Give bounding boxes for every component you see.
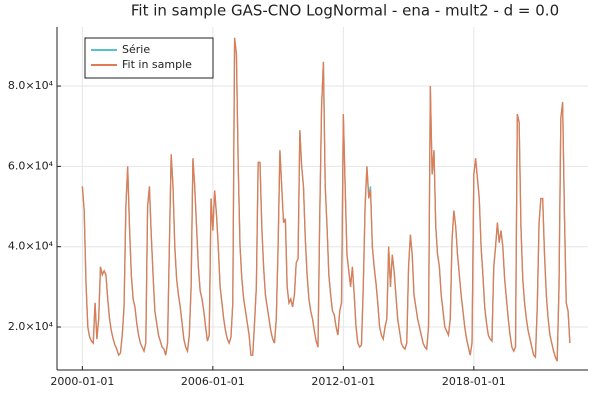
- legend-box: [84, 37, 214, 79]
- legend-label: Série: [122, 43, 150, 56]
- x-tick-label: 2006-01-01: [181, 375, 245, 388]
- y-tick-label: 8.0×10⁴: [8, 79, 54, 92]
- y-tick-label: 2.0×10⁴: [8, 320, 54, 333]
- y-tick-label: 6.0×10⁴: [8, 159, 54, 172]
- x-tick-label: 2012-01-01: [311, 375, 375, 388]
- x-tick-label: 2000-01-01: [50, 375, 114, 388]
- y-tick-label: 4.0×10⁴: [8, 240, 54, 253]
- chart-title: Fit in sample GAS-CNO LogNormal - ena - …: [131, 2, 559, 20]
- legend-label: Fit in sample: [122, 58, 192, 71]
- legend: Série Fit in sample: [84, 37, 214, 79]
- series-line: [81, 37, 571, 362]
- x-tick-label: 2018-01-01: [442, 375, 506, 388]
